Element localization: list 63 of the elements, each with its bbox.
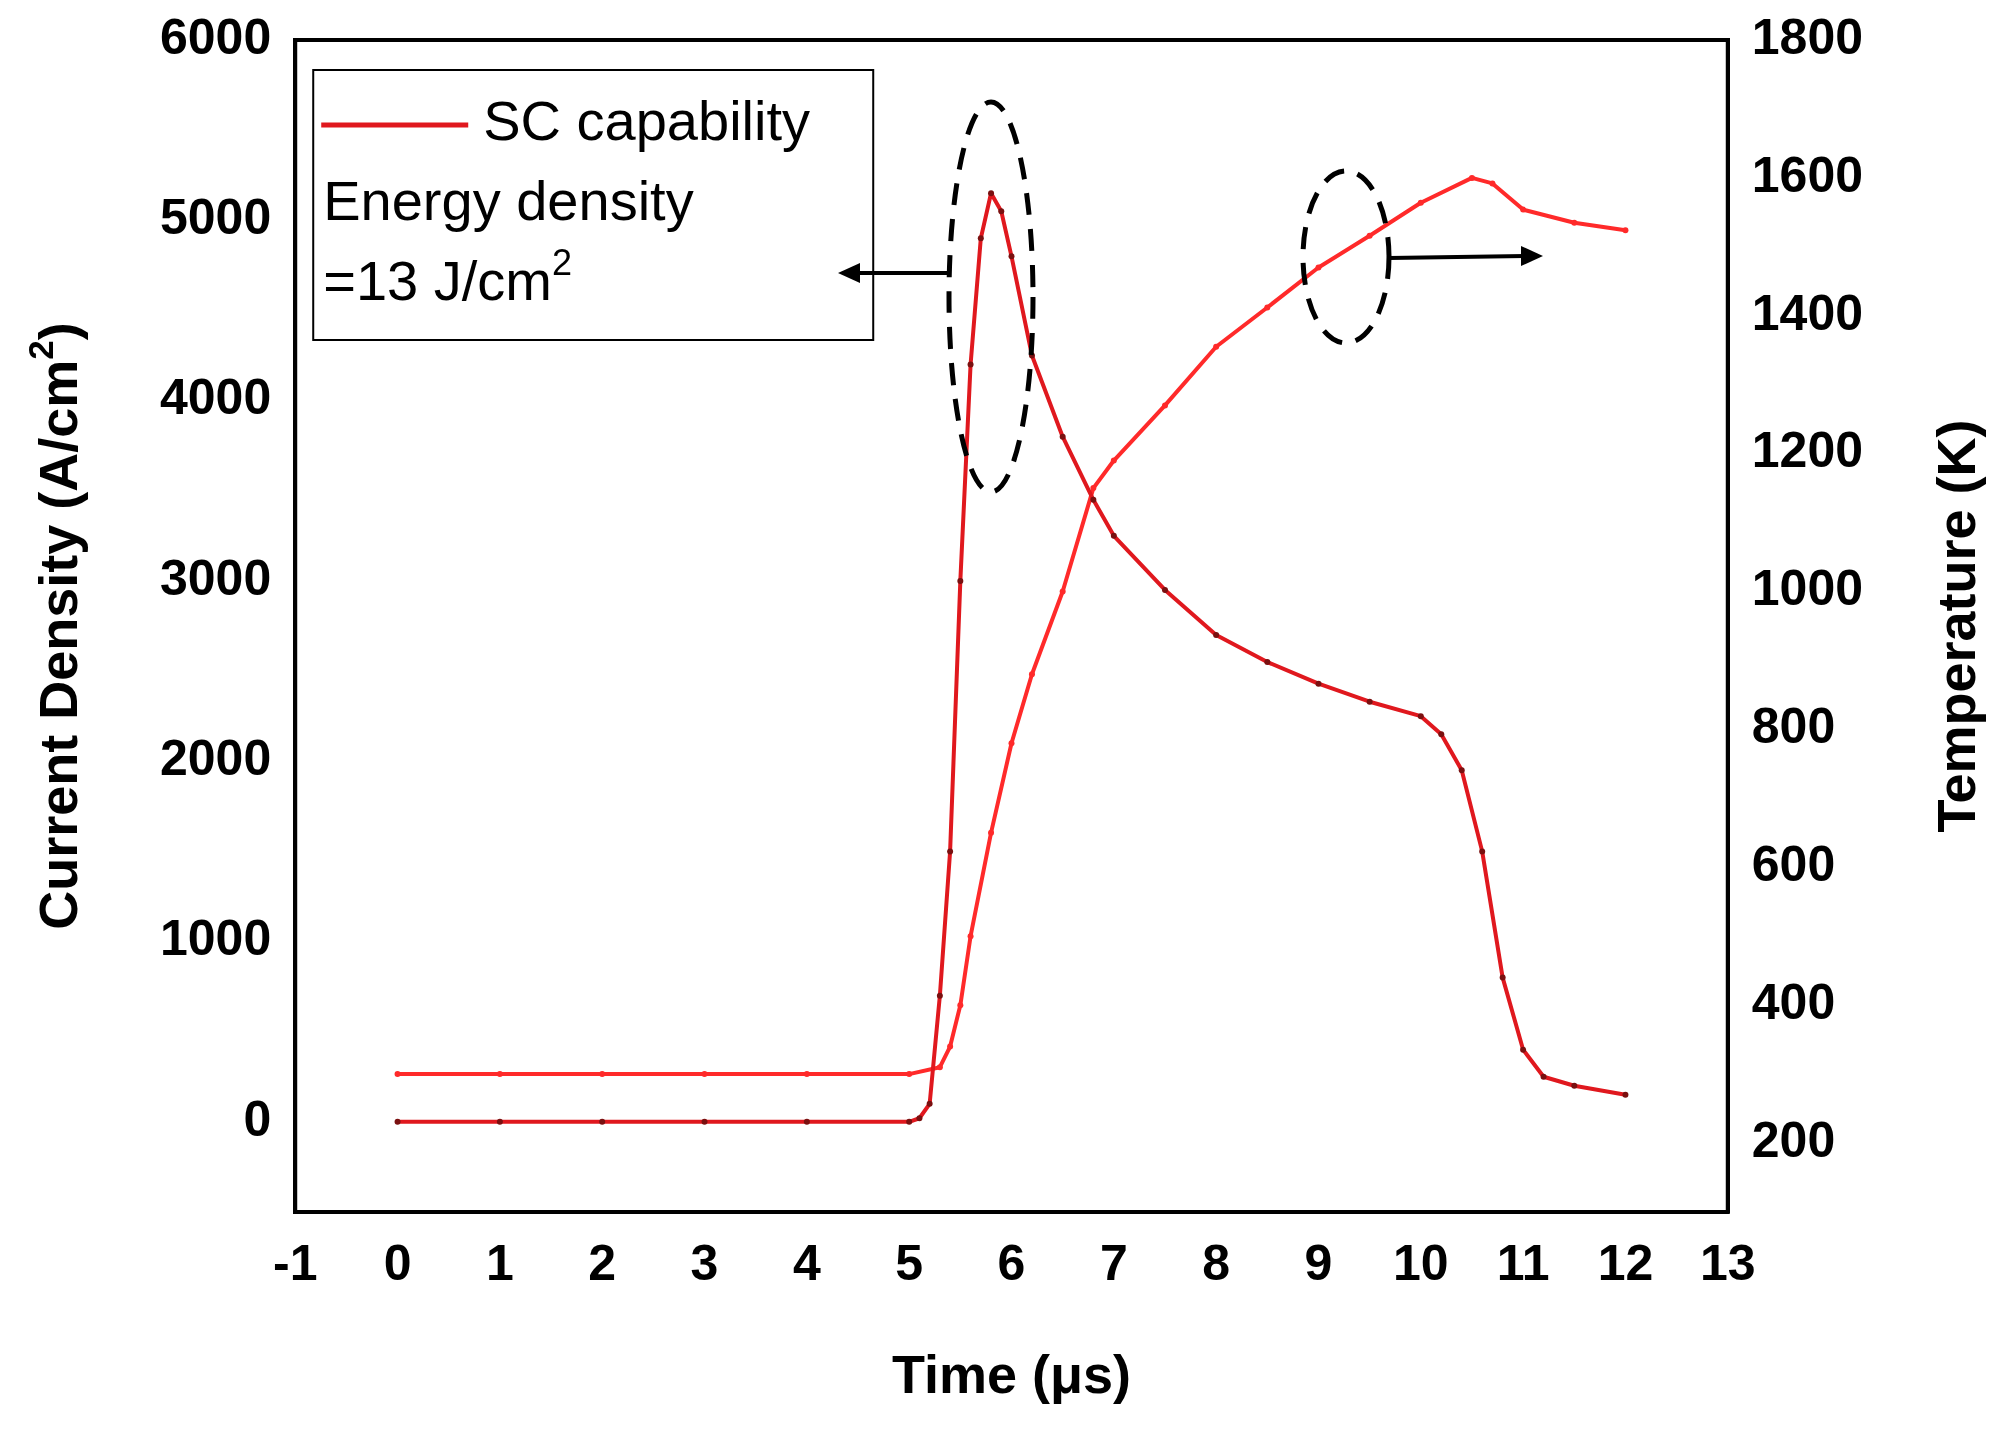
point [1315, 264, 1322, 271]
point [599, 1071, 606, 1078]
annotation: Energy density [323, 169, 694, 233]
y2-tick-label: 1000 [1751, 560, 1863, 617]
point [1264, 304, 1271, 311]
point [496, 1071, 503, 1078]
y-tick-label: 3000 [160, 549, 272, 606]
x-tick-label: 10 [1392, 1234, 1449, 1291]
x-tick-label: 5 [895, 1234, 924, 1291]
y-tick-label: 1000 [160, 910, 272, 967]
y-tick-label: 6000 [160, 8, 272, 65]
y2-tick-label: 200 [1751, 1111, 1836, 1168]
x-tick-label: 0 [383, 1234, 412, 1291]
point [1161, 402, 1168, 409]
y-tick-label: 4000 [160, 369, 272, 426]
x-axis-title: Time (μs) [891, 1343, 1132, 1404]
point [1028, 671, 1035, 678]
x-tick-label: 1 [485, 1234, 514, 1291]
point [1008, 740, 1015, 747]
point [936, 1064, 943, 1071]
x-tick-label: -1 [273, 1234, 318, 1291]
point [957, 1002, 964, 1009]
y2-tick-label: 1400 [1751, 284, 1863, 341]
y-tick-label: 0 [243, 1090, 272, 1147]
x-tick-label: 8 [1202, 1234, 1231, 1291]
point [394, 1071, 401, 1078]
y-axis-title: Current Density (A/cm2) [20, 322, 88, 930]
x-tick-label: 3 [690, 1234, 719, 1291]
x-tick-label: 4 [792, 1234, 821, 1291]
x-tick-label: 12 [1597, 1234, 1654, 1291]
point [803, 1071, 810, 1078]
point [1622, 227, 1629, 234]
point [1090, 485, 1097, 492]
y2-tick-label: 800 [1751, 698, 1836, 755]
x-tick-label: 2 [588, 1234, 617, 1291]
y2-tick-label: 600 [1751, 836, 1836, 893]
point [1468, 174, 1475, 181]
point [988, 829, 995, 836]
y2-tick-label: 400 [1751, 973, 1836, 1030]
y2-tick-label: 1200 [1751, 422, 1863, 479]
y-tick-label: 5000 [160, 189, 272, 246]
point [967, 933, 974, 940]
point [906, 1071, 913, 1078]
x-tick-label: 6 [997, 1234, 1026, 1291]
y-tick-label: 2000 [160, 730, 272, 787]
point [1417, 199, 1424, 206]
x-tick-label: 11 [1496, 1234, 1550, 1291]
point [1571, 219, 1578, 226]
y2-tick-label: 1800 [1751, 8, 1863, 65]
point [701, 1071, 708, 1078]
point [1213, 343, 1220, 350]
point [1520, 206, 1527, 213]
point [1489, 180, 1496, 187]
point [1059, 588, 1066, 595]
y2-axis-title: Temperature (K) [1925, 419, 1986, 833]
x-tick-label: 7 [1099, 1234, 1128, 1291]
y2-tick-label: 1600 [1751, 146, 1863, 203]
point [1366, 232, 1373, 239]
legend-label: SC capability [483, 89, 811, 153]
point [947, 1043, 954, 1050]
x-tick-label: 9 [1304, 1234, 1333, 1291]
point [1110, 457, 1117, 464]
x-tick-label: 13 [1699, 1234, 1756, 1291]
